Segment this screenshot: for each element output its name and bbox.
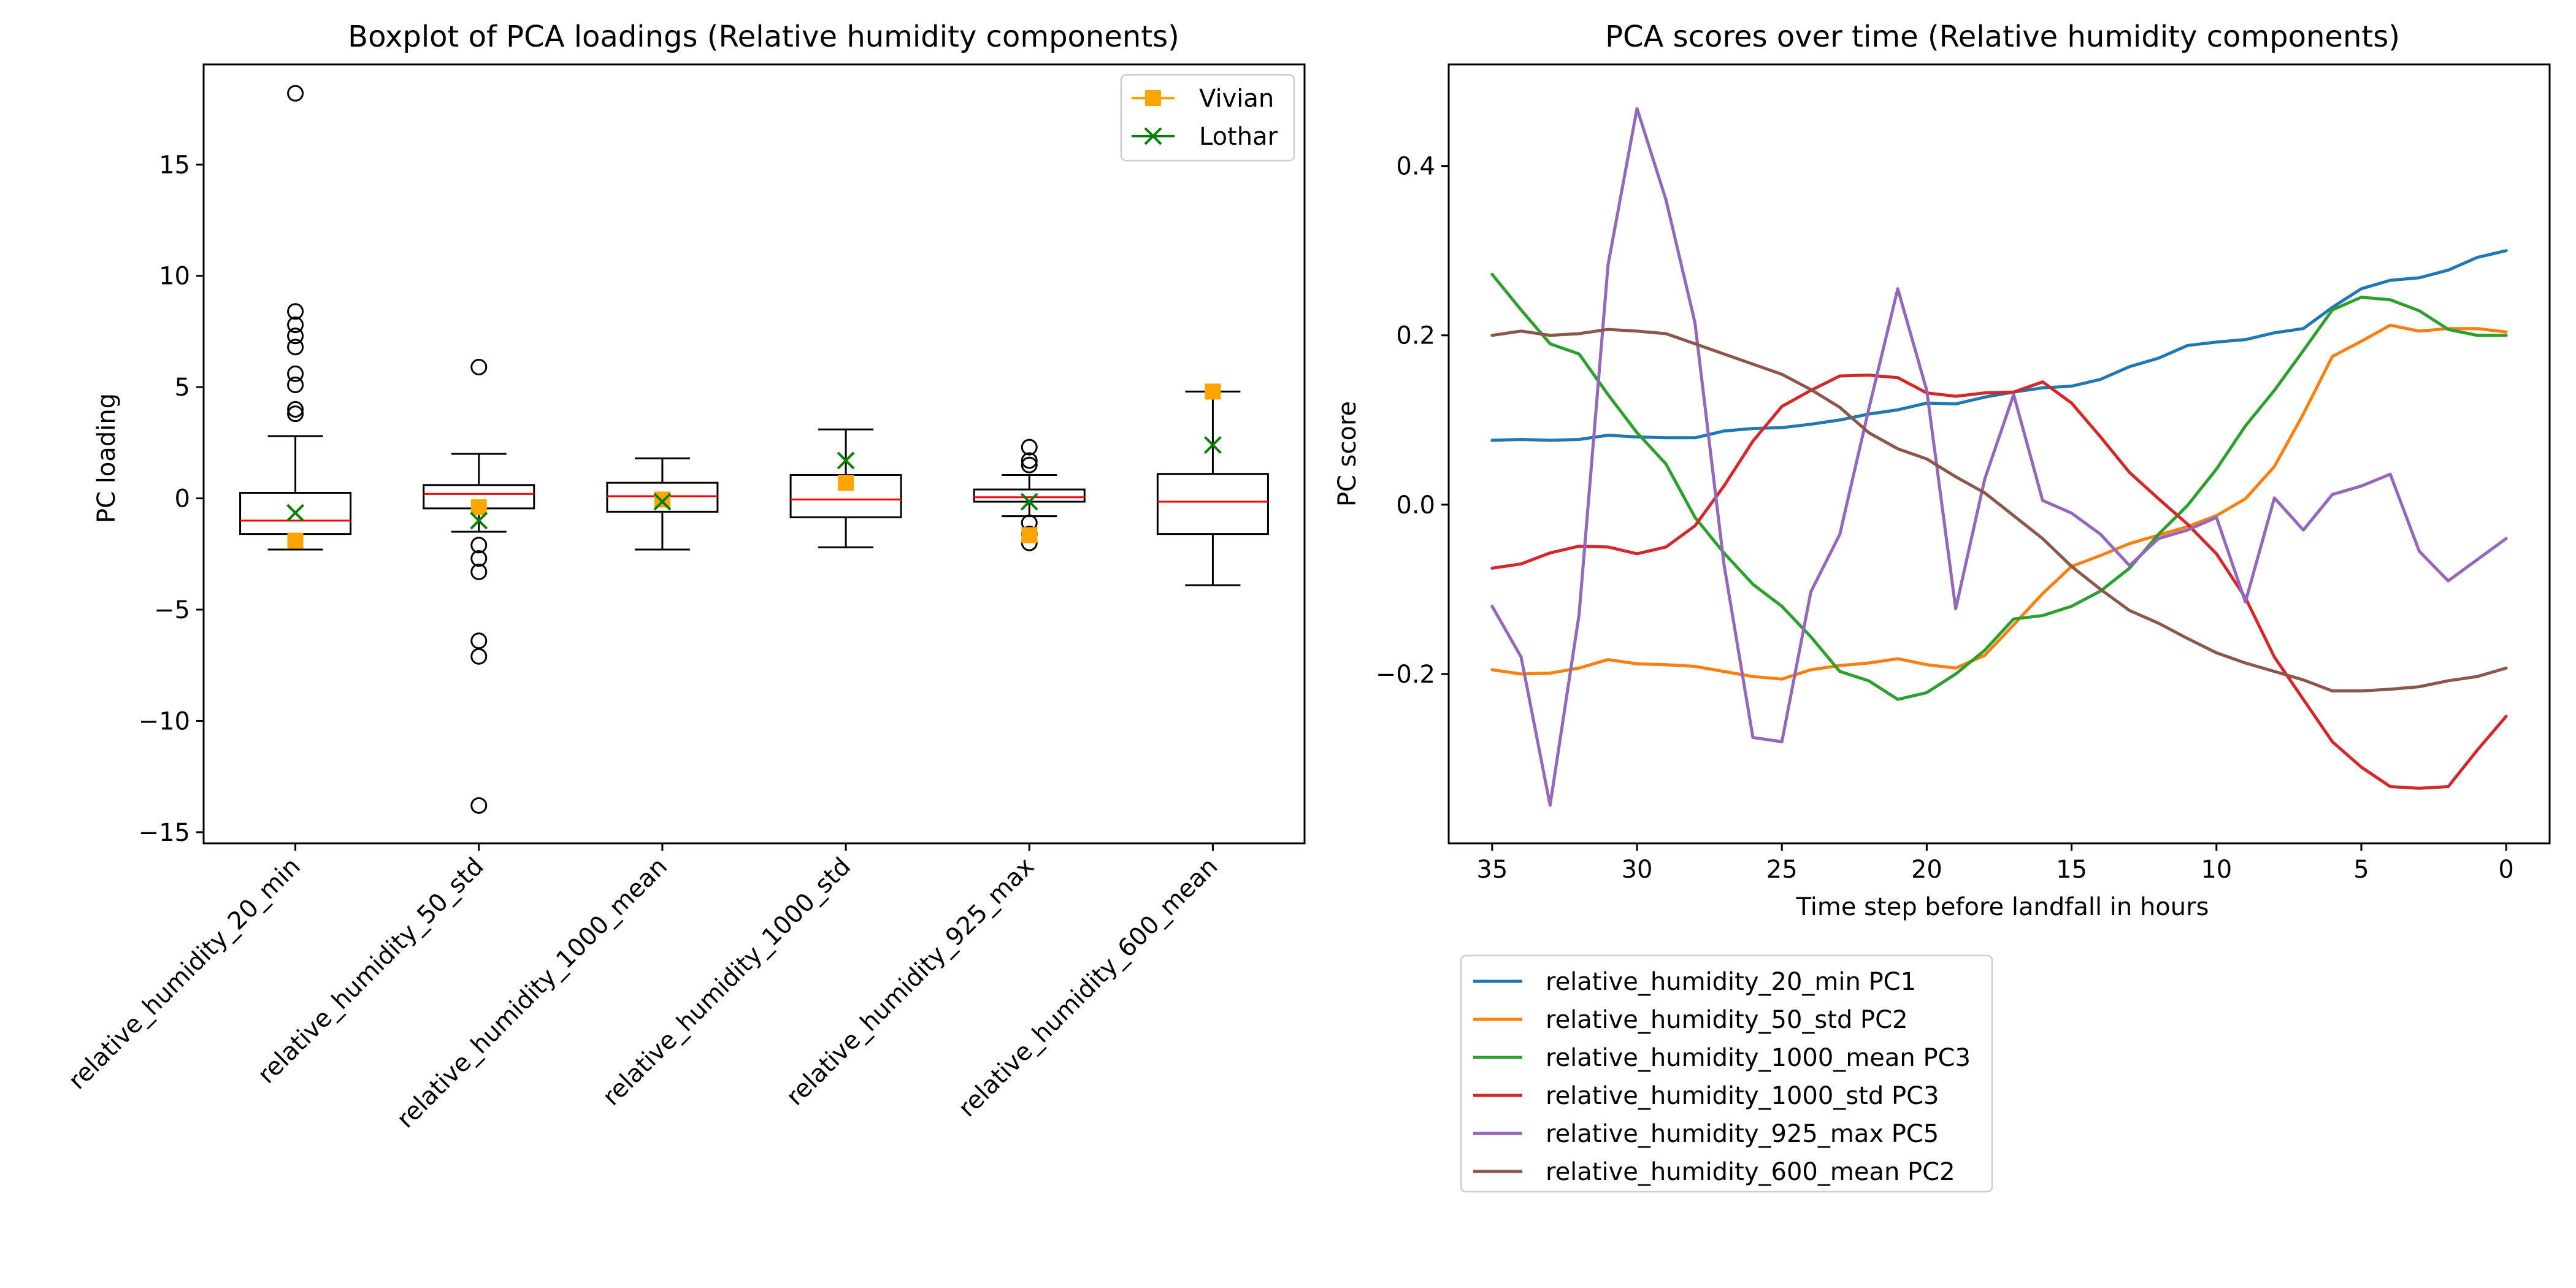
lothar-marker [1020,493,1038,511]
line-chart: PCA scores over time (Relative humidity … [1333,20,2551,1193]
line-chart-x-tick-label: 20 [1911,856,1942,884]
boxplot-y-tick-label: −15 [139,819,190,847]
line-chart-y-tick-label: −0.2 [1376,661,1435,689]
box-outlier [470,550,488,567]
boxplot-title: Boxplot of PCA loadings (Relative humidi… [348,20,1179,54]
vivian-marker [1021,527,1038,543]
line-chart-legend: relative_humidity_20_min PC1 relative_hum… [1460,954,1993,1193]
boxplot-legend: Vivian Lothar [1120,74,1295,162]
line-chart-x-tick-label: 25 [1766,856,1798,884]
box-outlier [1021,439,1038,456]
boxplot-y-tick-label: 15 [159,151,190,179]
line-chart-y-tick-label: 0.0 [1396,491,1435,519]
series-line-1 [1490,249,2508,442]
boxplot-y-axis-label: PC loading [93,393,121,523]
lothar-marker [653,493,672,511]
series-line-5 [1490,107,2508,807]
box-outlier [287,316,304,334]
box-outlier [1021,452,1038,469]
box-outlier [287,303,304,320]
boxplot-y-tick-label: 5 [175,374,190,402]
line-chart-y-tick-label: 0.4 [1396,153,1435,181]
box-outlier [287,339,304,356]
legend-lothar-label: Lothar [1199,123,1278,151]
line-chart-y-axis-label: PC score [1333,401,1362,507]
boxplot-y-tick-label: −10 [139,707,190,735]
line-chart-series [1490,107,2508,807]
box-outlier [287,405,304,423]
box-outlier [1021,456,1038,473]
line-chart-y-tick-label: 0.2 [1396,322,1435,350]
boxplot-overlay-markers [286,383,1222,549]
legend-label-6: relative_humidity_600_mean PC2 [1546,1158,1955,1186]
series-line-2 [1490,323,2508,681]
box-outlier [470,537,488,554]
line-chart-x-tick-label: 5 [2353,856,2369,884]
line-chart-x-tick-label: 10 [2201,856,2232,884]
line-chart-x-axis-label: Time step before landfall in hours [1796,893,2209,921]
series-line-4 [1490,374,2508,790]
line-chart-x-tick-label: 30 [1622,856,1653,884]
series-line-6 [1490,328,2508,693]
line-chart-ticks: −0.2 0.0 0.2 0.4 35 30 25 20 15 10 5 0 [1376,153,2514,884]
legend-label-3: relative_humidity_1000_mean PC3 [1546,1044,1971,1072]
vivian-marker [1205,383,1221,400]
lothar-marker [470,512,488,530]
box-outlier [470,563,488,580]
line-chart-title: PCA scores over time (Relative humidity … [1605,20,2400,54]
boxplot-y-tick-label: 10 [159,263,190,291]
series-line-3 [1490,272,2508,701]
legend-lothar-marker [1144,127,1162,145]
legend-vivian-label: Vivian [1199,85,1274,113]
legend-label-5: relative_humidity_925_max PC5 [1546,1120,1939,1148]
lothar-marker [837,451,855,470]
box-outlier [470,797,488,814]
vivian-marker [287,532,304,549]
legend-label-2: relative_humidity_50_std PC2 [1546,1006,1908,1034]
box-outlier [287,328,304,345]
box-outlier [287,377,304,394]
boxplot-legend-frame [1120,74,1295,162]
legend-vivian-marker [1145,90,1161,106]
vivian-marker [470,499,487,516]
box-outlier [287,401,304,418]
line-chart-x-tick-label: 15 [2056,856,2087,884]
boxplot-y-tick-label: 0 [175,485,190,513]
line-chart-x-tick-label: 35 [1476,856,1508,884]
line-chart-legend-frame [1460,954,1993,1193]
lothar-marker [1204,436,1222,454]
boxplot-axes-frame [202,63,1306,845]
legend-label-4: relative_humidity_1000_std PC3 [1546,1082,1939,1110]
box-iqr [1156,473,1269,535]
vivian-marker [654,491,670,508]
box-outlier [287,365,304,382]
boxplot-y-tick-label: −5 [154,596,190,624]
line-chart-axes-frame [1447,63,2551,845]
line-chart-x-tick-label: 0 [2498,856,2513,884]
box-outlier [287,85,304,102]
vivian-marker [838,475,854,491]
box-outlier [470,648,488,665]
lothar-marker [286,504,304,522]
box-iqr [606,481,719,513]
box-outlier [470,358,488,375]
legend-label-1: relative_humidity_20_min PC1 [1546,968,1916,996]
